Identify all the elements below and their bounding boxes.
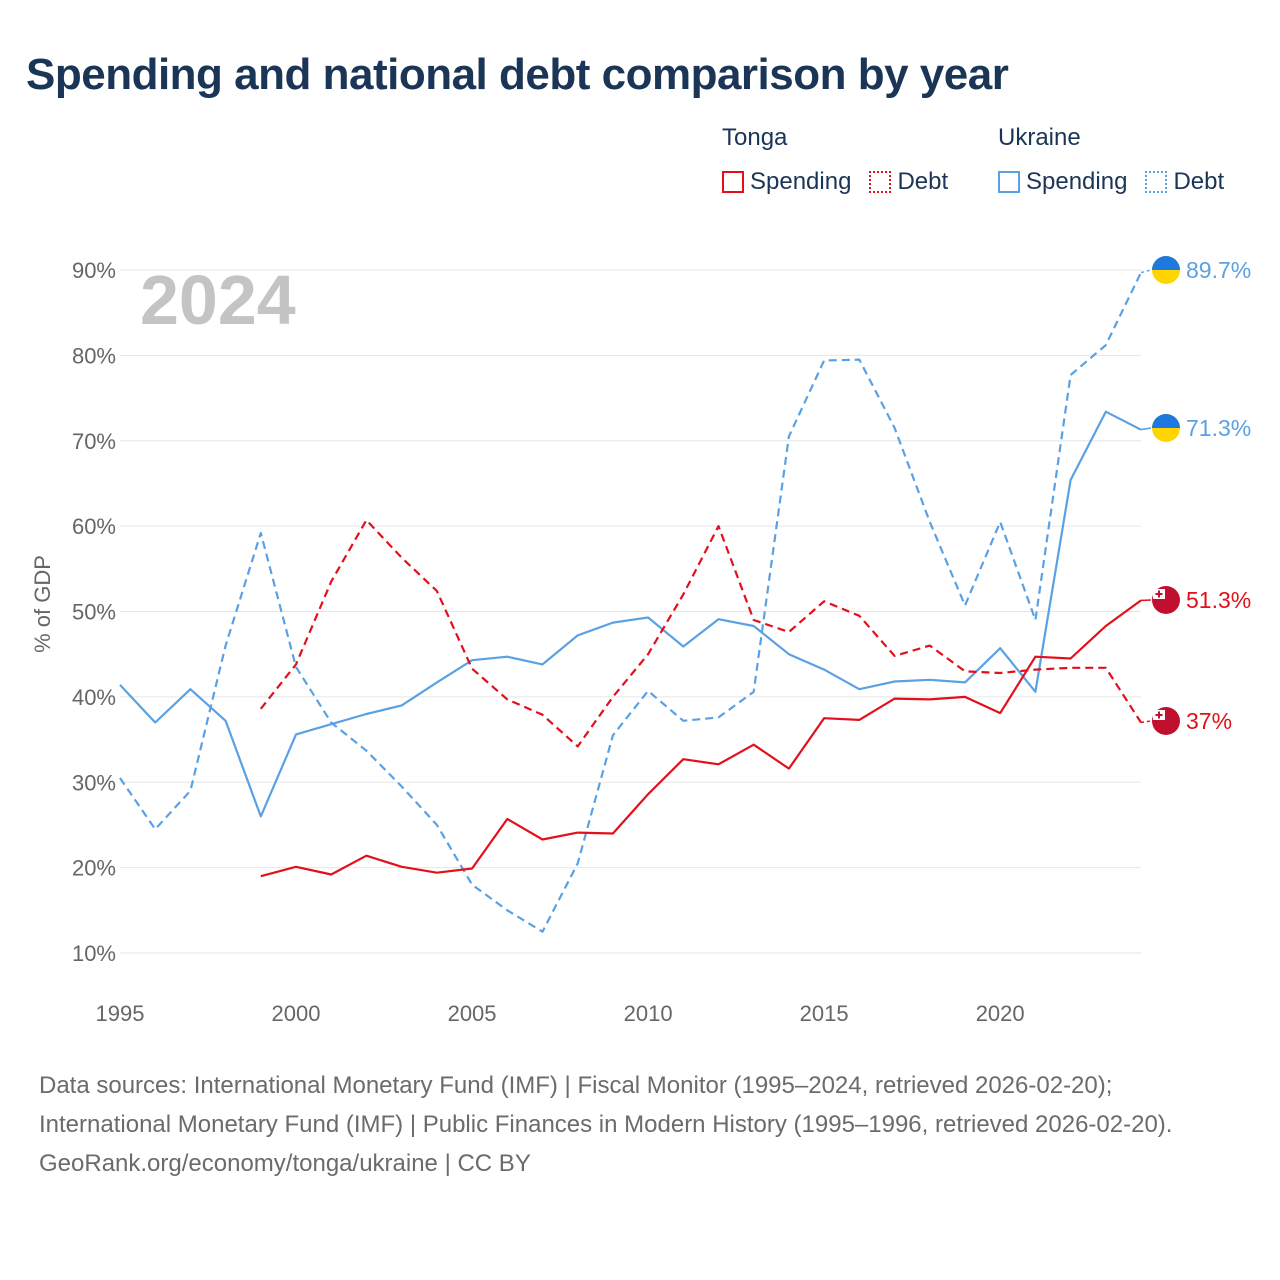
series-line-ukraine-debt [119, 272, 1142, 933]
legend-label: Spending [750, 168, 852, 195]
legend-ukraine-debt[interactable]: Debt [1145, 168, 1224, 196]
flag-cross-h [1155, 593, 1163, 595]
ukraine-flag-icon [1152, 414, 1180, 442]
credit-line: GeoRank.org/economy/tonga/ukraine | CC B… [39, 1150, 531, 1177]
series-line-tonga-debt [259, 519, 1142, 748]
series-line-ukraine-spending [119, 410, 1142, 818]
footer: Data sources: International Monetary Fun… [39, 1066, 1239, 1183]
end-value-label: 51.3% [1186, 587, 1251, 613]
y-axis-label: % of GDP [30, 555, 55, 653]
legend-group-name: Tonga [722, 124, 788, 151]
tonga-flag-icon [1152, 707, 1180, 735]
solid-line-swatch-icon [998, 171, 1020, 193]
legend-label: Debt [897, 168, 949, 195]
flag-top-half [1152, 414, 1180, 428]
page-title: Spending and national debt comparison by… [26, 50, 1009, 99]
x-tick-label: 1995 [96, 1001, 145, 1026]
end-connector [1140, 269, 1152, 274]
y-tick-label: 30% [72, 770, 116, 795]
y-tick-label: 50% [72, 600, 116, 625]
dotted-line-swatch-icon [1145, 171, 1168, 193]
y-tick-label: 40% [72, 685, 116, 710]
legend-ukraine-spending[interactable]: Spending [998, 168, 1127, 196]
legend-label: Spending [1026, 168, 1128, 195]
data-sources: Data sources: International Monetary Fun… [39, 1072, 1173, 1138]
y-tick-label: 90% [72, 258, 116, 283]
year-watermark: 2024 [140, 261, 296, 339]
tonga-flag-icon [1152, 586, 1180, 614]
series-line-tonga-spending [260, 599, 1142, 878]
legend-group-name: Ukraine [998, 124, 1081, 151]
x-tick-label: 2000 [272, 1001, 321, 1026]
y-tick-label: 10% [72, 941, 116, 966]
legend-group-ukraine: Ukraine Spending Debt [998, 124, 1224, 196]
x-tick-label: 2005 [448, 1001, 497, 1026]
y-tick-label: 80% [72, 343, 116, 368]
end-value-label: 89.7% [1186, 257, 1251, 283]
legend-label: Debt [1173, 168, 1225, 195]
solid-line-swatch-icon [722, 171, 744, 193]
end-connector [1140, 427, 1152, 431]
legend-tonga-debt[interactable]: Debt [869, 168, 948, 196]
y-tick-label: 60% [72, 514, 116, 539]
y-tick-label: 20% [72, 856, 116, 881]
ukraine-flag-icon [1152, 256, 1180, 284]
end-connector [1140, 720, 1152, 724]
line-chart: 10% 20% 30% 40% 50% 60% 70% 80% 90% 1995 2000 2005 2… [30, 256, 1251, 1026]
end-value-label: 71.3% [1186, 415, 1251, 441]
flag-top-half [1152, 256, 1180, 270]
legend-tonga-spending[interactable]: Spending [722, 168, 851, 196]
end-value-label: 37% [1186, 708, 1232, 734]
x-tick-label: 2010 [624, 1001, 673, 1026]
legend-group-tonga: Tonga Spending Debt [722, 124, 948, 196]
x-tick-label: 2020 [976, 1001, 1025, 1026]
y-tick-label: 70% [72, 429, 116, 454]
flag-cross-h [1155, 714, 1163, 716]
dotted-line-swatch-icon [869, 171, 892, 193]
x-tick-label: 2015 [800, 1001, 849, 1026]
